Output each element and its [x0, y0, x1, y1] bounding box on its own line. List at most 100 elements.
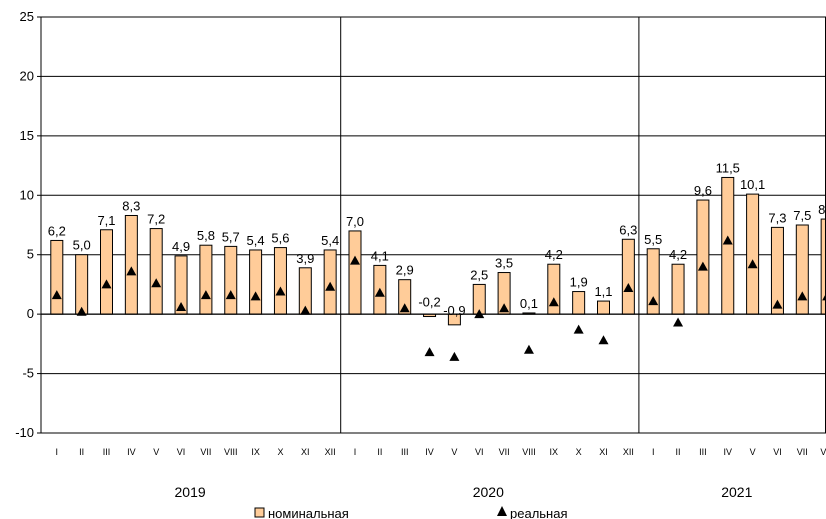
- marker-triangle: [399, 303, 410, 313]
- marker-triangle: [697, 261, 708, 271]
- xtick-label: I: [354, 447, 357, 457]
- marker-triangle: [250, 291, 261, 301]
- marker-triangle: [200, 290, 211, 300]
- marker-triangle: [648, 296, 659, 306]
- legend-marker-triangle: [497, 506, 507, 516]
- marker-triangle: [225, 290, 236, 300]
- data-label: 9,6: [694, 183, 712, 198]
- xtick-label: VIII: [224, 447, 238, 457]
- bar: [671, 263, 685, 315]
- data-label: 7,1: [97, 213, 115, 228]
- marker-triangle: [449, 351, 460, 361]
- data-label: 6,3: [619, 222, 637, 237]
- year-label: 2021: [721, 484, 752, 500]
- bar: [696, 199, 710, 315]
- xtick-label: I: [652, 447, 655, 457]
- bar: [249, 249, 263, 315]
- data-label: 10,1: [740, 177, 765, 192]
- ytick-label: 20: [20, 68, 34, 83]
- marker-triangle: [523, 344, 534, 354]
- data-label: 11,5: [716, 160, 740, 175]
- legend-bar-label: номинальная: [268, 506, 349, 519]
- legend: номинальная реальная: [254, 506, 568, 519]
- ytick-label: 0: [27, 306, 34, 321]
- xtick-label: V: [153, 447, 159, 457]
- data-label: 3,5: [495, 256, 513, 271]
- data-label: 4,9: [172, 239, 190, 254]
- xtick-label: VII: [797, 447, 808, 457]
- data-label: 5,8: [197, 228, 215, 243]
- data-label: 4,1: [371, 248, 389, 263]
- marker-triangle: [176, 302, 187, 312]
- marker-triangle: [300, 305, 311, 315]
- data-label: 4,2: [669, 247, 687, 262]
- data-label: 2,9: [396, 263, 414, 278]
- xtick-label: VI: [475, 447, 484, 457]
- xtick-label: VIII: [522, 447, 536, 457]
- xtick-label: VI: [773, 447, 782, 457]
- bar: [746, 193, 760, 315]
- marker-triangle: [374, 287, 385, 297]
- xtick-label: II: [79, 447, 84, 457]
- bar: [547, 263, 561, 315]
- marker-triangle: [325, 281, 336, 291]
- marker-triangle: [747, 259, 758, 269]
- xtick-label: IV: [723, 447, 732, 457]
- marker-triangle: [598, 335, 609, 345]
- data-label: -0,2: [418, 295, 440, 310]
- marker-triangle: [722, 235, 733, 245]
- xtick-label: V: [750, 447, 756, 457]
- data-label: 8,3: [122, 198, 140, 213]
- xtick-label: XI: [599, 447, 608, 457]
- marker-triangle: [573, 324, 584, 334]
- marker-triangle: [772, 299, 783, 309]
- bar: [149, 228, 163, 315]
- data-label: 6,2: [48, 223, 66, 238]
- bar: [621, 238, 635, 315]
- data-label: 5,0: [73, 238, 91, 253]
- marker-triangle: [101, 279, 112, 289]
- data-label: 7,5: [793, 208, 811, 223]
- data-label: 5,5: [644, 232, 662, 247]
- xtick-label: II: [676, 447, 681, 457]
- xtick-label: X: [576, 447, 582, 457]
- data-label: -0,9: [443, 303, 465, 318]
- marker-triangle: [424, 347, 435, 357]
- data-label: 7,3: [768, 210, 786, 225]
- ytick-label: -10: [15, 425, 34, 440]
- data-label: 5,4: [247, 233, 265, 248]
- xtick-label: I: [56, 447, 59, 457]
- bar: [348, 230, 362, 315]
- data-label: 1,1: [594, 284, 612, 299]
- bar: [199, 244, 213, 315]
- xtick-label: IX: [251, 447, 260, 457]
- data-label: 3,9: [296, 251, 314, 266]
- xtick-label: XII: [325, 447, 336, 457]
- legend-marker-label: реальная: [510, 506, 568, 519]
- bar: [572, 291, 586, 315]
- ytick-label: 5: [27, 247, 34, 262]
- data-label: 0,1: [520, 296, 538, 311]
- data-label: 8,0: [818, 202, 826, 217]
- xtick-label: IV: [127, 447, 136, 457]
- bar: [100, 229, 113, 315]
- data-label: 7,2: [147, 212, 165, 227]
- ytick-label: 25: [20, 9, 34, 24]
- ytick-label: 10: [20, 187, 34, 202]
- data-label: 7,0: [346, 214, 364, 229]
- data-label: 4,2: [545, 247, 563, 262]
- xtick-label: VII: [499, 447, 510, 457]
- xtick-label: X: [277, 447, 283, 457]
- xtick-label: XI: [301, 447, 310, 457]
- xtick-label: V: [451, 447, 457, 457]
- legend-bar-swatch: [254, 507, 265, 518]
- marker-triangle: [350, 255, 360, 265]
- data-label: 5,7: [222, 229, 240, 244]
- ytick-label: -5: [22, 366, 34, 381]
- marker-triangle: [126, 266, 137, 276]
- year-label: 2020: [473, 484, 504, 500]
- xtick-label: IV: [425, 447, 434, 457]
- data-label: 5,4: [321, 233, 339, 248]
- bar: [75, 254, 89, 315]
